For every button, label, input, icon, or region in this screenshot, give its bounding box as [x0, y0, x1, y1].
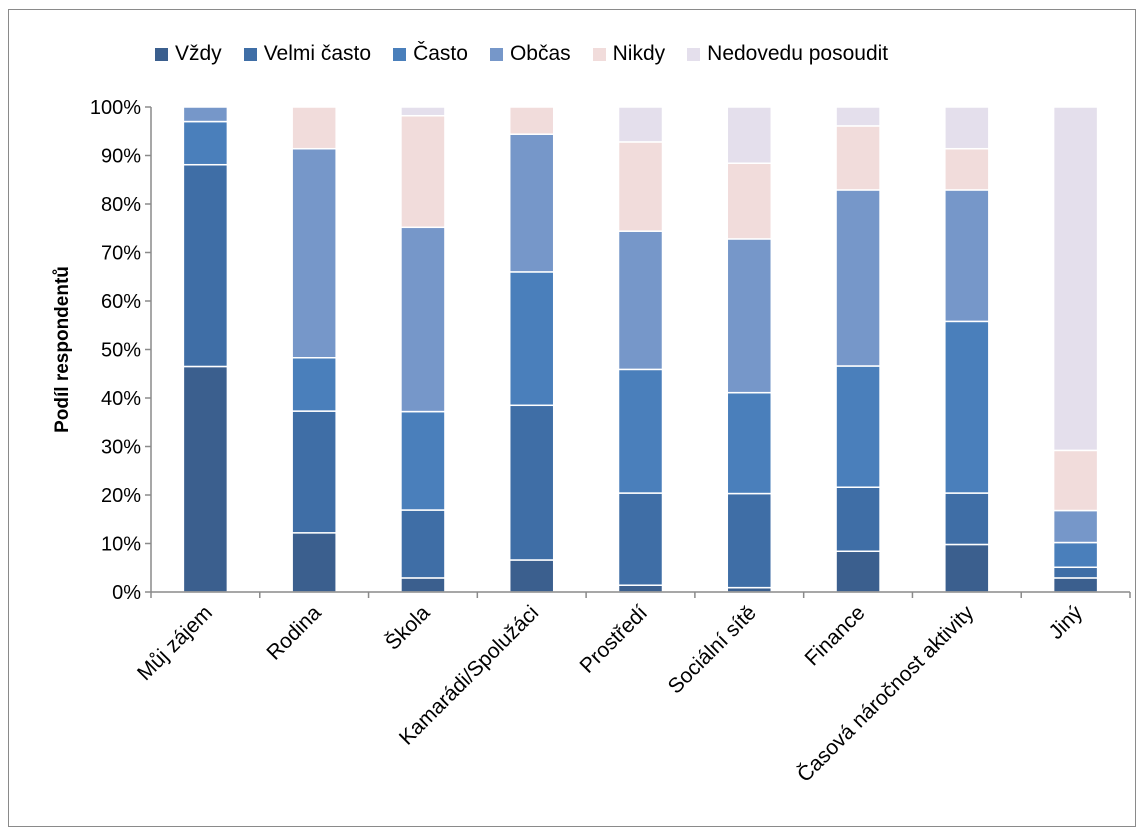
bar-segment: [835, 106, 881, 127]
x-category-label: Škola: [381, 601, 435, 655]
bar-segment: [726, 106, 773, 165]
bar-segment: [508, 271, 555, 407]
bar-segment: [835, 550, 881, 593]
legend-item: Často: [393, 42, 468, 66]
bar-segment: [1052, 566, 1099, 579]
legend-item: Vždy: [155, 42, 222, 66]
bar-segment: [944, 320, 990, 494]
chart-legend: Vždy Velmi často Často Občas Nikdy Nedovedu p…: [155, 40, 910, 68]
legend-swatch: [489, 47, 503, 61]
bar-segment: [1052, 106, 1099, 452]
bar-segment: [617, 141, 664, 232]
y-tick-label: 60%: [101, 291, 141, 313]
bar-segment: [944, 106, 990, 150]
y-tick-label: 100%: [90, 97, 141, 119]
bar-segment: [1052, 509, 1099, 544]
bar-segment: [400, 410, 446, 511]
bar-segment: [835, 189, 881, 367]
x-category-label: Sociální sítě: [664, 601, 761, 698]
bar-segment: [400, 106, 446, 117]
bar-segment: [291, 106, 337, 150]
bar-segment: [944, 189, 990, 323]
x-category-label: Rodina: [262, 601, 326, 665]
legend-item: Občas: [489, 42, 571, 66]
y-tick-label: 0%: [112, 582, 141, 604]
legend-label: Nikdy: [612, 42, 666, 65]
bar-segment: [726, 162, 773, 240]
bar-segment: [617, 492, 664, 586]
bar-segment: [835, 125, 881, 191]
y-tick-label: 10%: [101, 534, 141, 556]
bar-segment: [617, 106, 664, 143]
legend-label: Často: [413, 42, 468, 65]
bar-segment: [400, 114, 446, 229]
bar-segment: [617, 584, 664, 593]
bar-segment: [291, 147, 337, 359]
bar-segment: [182, 365, 229, 593]
bar-segment: [291, 532, 337, 593]
bar-segment: [508, 559, 555, 593]
y-tick-label: 30%: [101, 437, 141, 459]
bar-segment: [1052, 541, 1099, 569]
bar-segment: [508, 404, 555, 561]
bar-segment: [400, 577, 446, 593]
x-category-label: Finance: [800, 601, 869, 670]
y-tick-label: 80%: [101, 194, 141, 216]
bar-segment: [726, 238, 773, 394]
bar-segment: [291, 410, 337, 534]
bar-segment: [1052, 577, 1099, 593]
x-category-label: Časová náročnost aktivity: [793, 601, 979, 787]
legend-label: Vždy: [175, 42, 222, 65]
bar-segment: [944, 543, 990, 593]
bar-segment: [835, 486, 881, 553]
bar-segment: [291, 356, 337, 412]
legend-item: Velmi často: [243, 42, 372, 66]
bar-segment: [182, 163, 229, 368]
legend-item: Nikdy: [592, 42, 666, 66]
bar-segment: [182, 106, 229, 123]
legend-label: Velmi často: [263, 42, 372, 65]
x-category-label: Můj zájem: [133, 601, 217, 685]
bar-segment: [944, 147, 990, 191]
y-tick-label: 70%: [101, 243, 141, 265]
bar-segment: [835, 365, 881, 488]
bar-segment: [508, 133, 555, 273]
x-category-label: Prostředí: [576, 601, 653, 678]
y-tick-label: 20%: [101, 485, 141, 507]
bar-segment: [400, 226, 446, 413]
legend-label: Občas: [509, 42, 571, 65]
bar-segment: [617, 368, 664, 494]
legend-item: Nedovedu posoudit: [687, 42, 888, 66]
legend-swatch: [393, 47, 407, 61]
legend-swatch: [687, 47, 701, 61]
x-category-label: Jiný: [1044, 601, 1087, 644]
legend-label: Nedovedu posoudit: [707, 42, 889, 65]
bar-segment: [726, 492, 773, 589]
y-tick-label: 40%: [101, 388, 141, 410]
legend-swatch: [155, 47, 168, 61]
bar-segment: [617, 230, 664, 371]
y-axis-title: Podíl respondentů: [52, 266, 73, 433]
bar-segment: [400, 509, 446, 579]
bar-segment: [944, 492, 990, 546]
bar-segment: [182, 120, 229, 166]
bar-segment: [508, 106, 555, 135]
bar-segment: [1052, 449, 1099, 512]
y-tick-label: 50%: [101, 340, 141, 362]
legend-swatch: [243, 47, 257, 61]
y-tick-label: 90%: [101, 146, 141, 168]
legend-swatch: [592, 47, 606, 61]
bar-segment: [726, 391, 773, 495]
